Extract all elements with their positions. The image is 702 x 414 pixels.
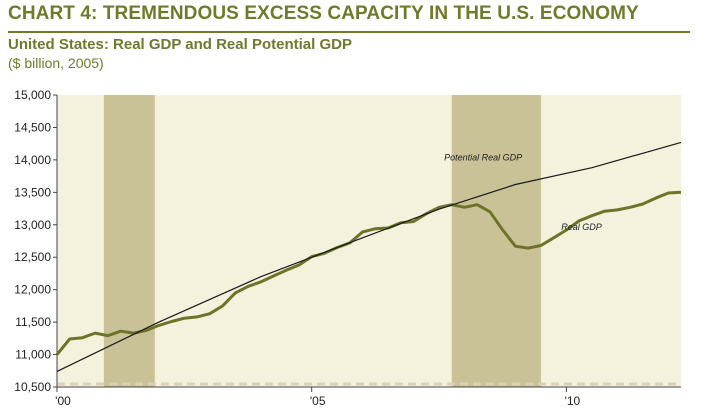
y-tick-label: 15,000 bbox=[14, 88, 51, 102]
y-tick-label: 11,500 bbox=[15, 315, 51, 329]
x-tick-label: '00 bbox=[55, 394, 71, 408]
x-tick-label: '10 bbox=[565, 394, 581, 408]
chart-units: ($ billion, 2005) bbox=[8, 55, 104, 71]
recession-band-1 bbox=[103, 95, 155, 387]
chart-subtitle: United States: Real GDP and Real Potenti… bbox=[8, 36, 352, 53]
y-tick-label: 12,000 bbox=[14, 283, 51, 297]
x-tick-label: '05 bbox=[310, 394, 326, 408]
series-line-real-gdp bbox=[55, 190, 682, 356]
series-label-potential-real-gdp: Potential Real GDP bbox=[444, 153, 522, 163]
y-tick-label: 14,000 bbox=[14, 153, 51, 167]
chart-header-title: CHART 4: TREMENDOUS EXCESS CAPACITY IN T… bbox=[8, 3, 639, 24]
y-tick-label: 12,500 bbox=[14, 250, 51, 264]
plot-background bbox=[57, 95, 681, 387]
series-lines bbox=[55, 141, 682, 372]
y-tick-label: 13,500 bbox=[14, 185, 51, 199]
recession-band-2 bbox=[451, 95, 541, 387]
series-line-potential-real-gdp bbox=[56, 141, 682, 372]
y-tick-label: 11,000 bbox=[15, 348, 51, 362]
y-axis-ticks: 10,500 11,000 11,500 12,000 12,500 13,000 13,5… bbox=[14, 88, 57, 394]
header-rule bbox=[8, 31, 690, 33]
series-label-real-gdp: Real GDP bbox=[561, 222, 602, 232]
y-tick-label: 13,000 bbox=[14, 218, 51, 232]
y-tick-label: 14,500 bbox=[14, 120, 51, 134]
y-tick-label: 10,500 bbox=[14, 380, 51, 394]
recession-bands bbox=[103, 95, 541, 387]
x-axis-ticks: '00 '05 '10 bbox=[55, 387, 581, 408]
